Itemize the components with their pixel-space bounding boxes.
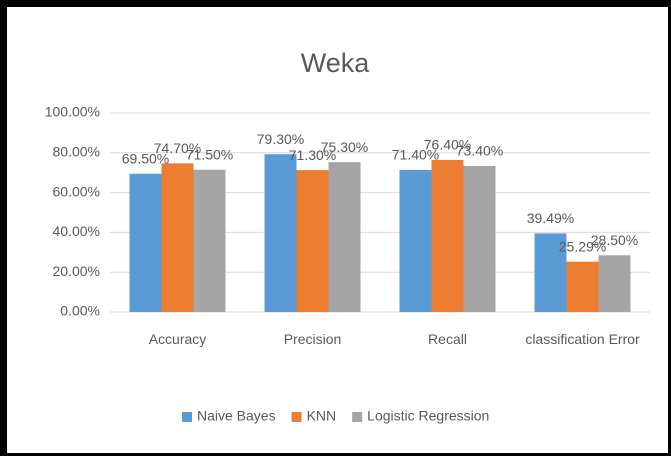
bar (566, 261, 599, 312)
legend-label: KNN (307, 408, 337, 424)
data-label: 28.50% (591, 232, 638, 248)
bar (193, 169, 226, 312)
x-tick-label: classification Error (525, 331, 640, 347)
bar (534, 233, 567, 312)
bar (328, 162, 361, 312)
bar (264, 154, 297, 312)
x-tick-label: Precision (283, 331, 342, 347)
legend-label: Logistic Regression (367, 408, 489, 424)
y-tick-label: 20.00% (53, 263, 100, 279)
bar (161, 163, 194, 312)
bar (399, 169, 432, 312)
chart: Weka 0.00% 20.00% 40.00% 60.00% 80.00% 100.00… (45, 48, 650, 424)
data-label: 71.40% (392, 147, 439, 163)
data-label: 76.40% (424, 137, 471, 153)
legend-swatch (352, 412, 363, 422)
x-tick-label: Recall (428, 331, 467, 347)
data-label: 25.29% (559, 238, 606, 254)
data-label: 69.50% (122, 150, 169, 166)
data-label: 39.49% (527, 210, 574, 226)
data-label: 73.40% (456, 143, 503, 159)
y-tick-label: 40.00% (53, 223, 100, 239)
data-label: 79.30% (257, 131, 304, 147)
y-tick-label: 60.00% (53, 183, 100, 199)
legend-swatch (291, 412, 302, 422)
data-label: 71.50% (186, 146, 233, 162)
bar (129, 173, 162, 312)
y-tick-label: 0.00% (60, 303, 100, 319)
x-tick-label: Accuracy (148, 331, 207, 347)
bar (296, 170, 329, 312)
bar (598, 255, 631, 312)
legend-label: Naive Bayes (197, 408, 276, 424)
bar (463, 165, 496, 312)
y-tick-label: 100.00% (45, 104, 100, 120)
data-label: 74.70% (154, 140, 201, 156)
data-label: 75.30% (321, 139, 368, 155)
y-tick-label: 80.00% (53, 144, 100, 160)
data-label: 71.30% (289, 147, 336, 163)
chart-title: Weka (301, 48, 371, 78)
legend-swatch (182, 412, 192, 422)
bar (431, 159, 464, 312)
